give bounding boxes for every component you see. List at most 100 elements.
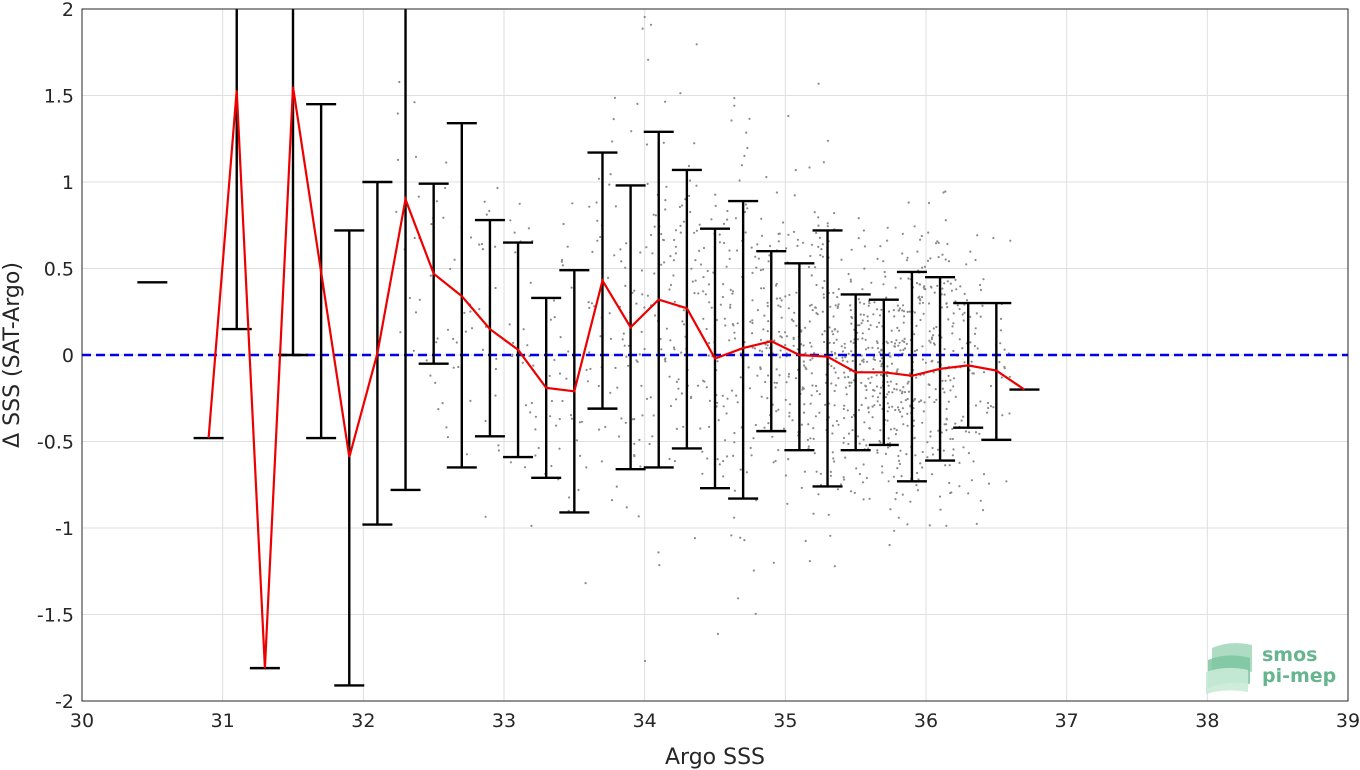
scatter-point [982, 278, 985, 281]
scatter-point [898, 341, 901, 344]
scatter-point [673, 348, 676, 351]
scatter-point [589, 367, 592, 370]
scatter-point [972, 460, 975, 463]
scatter-point [889, 508, 892, 511]
scatter-point [961, 313, 964, 316]
scatter-point [810, 303, 813, 306]
scatter-point [889, 380, 893, 383]
scatter-point [921, 358, 925, 361]
scatter-point [775, 191, 779, 194]
scatter-point [446, 328, 450, 331]
scatter-point [641, 414, 644, 417]
scatter-point [843, 417, 846, 420]
scatter-point [731, 292, 734, 295]
scatter-point [897, 516, 900, 519]
scatter-point [835, 357, 838, 360]
scatter-point [901, 407, 905, 410]
scatter-point [945, 418, 948, 421]
scatter-point [842, 441, 845, 444]
scatter-point [812, 512, 815, 515]
scatter-point [777, 240, 780, 243]
scatter-point [766, 330, 769, 333]
scatter-point [788, 403, 792, 406]
scatter-point [954, 395, 957, 398]
scatter-point [723, 241, 726, 245]
error-bar [390, 9, 421, 492]
scatter-point [812, 427, 815, 430]
scatter-point [791, 419, 794, 422]
scatter-point [896, 406, 900, 409]
scatter-point [853, 491, 856, 494]
scatter-point [695, 184, 698, 187]
scatter-point [788, 411, 791, 414]
scatter-point [748, 387, 752, 390]
scatter-point [881, 465, 884, 468]
scatter-point [585, 466, 588, 469]
scatter-point [965, 263, 968, 266]
scatter-point [880, 363, 883, 366]
scatter-point [844, 456, 847, 459]
scatter-point [896, 326, 899, 329]
scatter-point [434, 381, 437, 384]
scatter-point [885, 373, 888, 376]
scatter-point [775, 381, 778, 384]
scatter-point [532, 364, 535, 367]
scatter-point [806, 438, 810, 441]
scatter-point [675, 427, 679, 430]
scatter-point [821, 255, 825, 258]
scatter-point [824, 403, 827, 406]
scatter-point [832, 457, 835, 460]
scatter-point [846, 409, 849, 412]
scatter-point [613, 254, 616, 257]
scatter-point [693, 537, 697, 540]
scatter-point [894, 286, 897, 289]
scatter-point [625, 355, 628, 358]
scatter-point [858, 472, 862, 476]
scatter-point [771, 435, 774, 438]
scatter-point [763, 314, 766, 317]
scatter-point [913, 225, 916, 228]
scatter-point [587, 301, 590, 304]
scatter-point [811, 309, 814, 312]
scatter-point [695, 43, 698, 46]
scatter-point [739, 468, 742, 471]
scatter-point [534, 428, 537, 431]
scatter-point [736, 401, 739, 404]
scatter-point [923, 265, 927, 268]
scatter-point [916, 250, 919, 253]
scatter-point [567, 350, 570, 353]
scatter-point [856, 324, 860, 327]
scatter-point [550, 399, 554, 403]
scatter-point [888, 442, 892, 445]
scatter-point [488, 209, 491, 213]
scatter-point [708, 425, 711, 428]
scatter-point [804, 539, 807, 543]
scatter-point [961, 347, 964, 350]
scatter-point [932, 334, 935, 337]
scatter-point [784, 295, 787, 298]
y-tick-label: 1.5 [44, 86, 74, 108]
scatter-point [851, 359, 854, 363]
error-bar [334, 229, 365, 687]
scatter-point [898, 307, 902, 310]
scatter-point [826, 139, 830, 142]
scatter-point [792, 337, 795, 341]
scatter-point [998, 361, 1001, 364]
scatter-point [898, 329, 901, 332]
scatter-point [785, 335, 789, 338]
scatter-point [814, 415, 818, 418]
y-tick-label: 2 [62, 0, 74, 21]
scatter-point [494, 245, 497, 248]
scatter-point [963, 361, 966, 364]
scatter-point [436, 337, 439, 340]
scatter-point [921, 301, 925, 304]
scatter-point [717, 419, 720, 422]
scatter-point [723, 439, 727, 442]
scatter-point [942, 191, 945, 194]
scatter-point [948, 464, 951, 467]
scatter-point [802, 344, 805, 347]
scatter-point [714, 193, 717, 196]
scatter-point [975, 312, 978, 315]
scatter-point [714, 204, 717, 207]
scatter-point [832, 291, 835, 294]
